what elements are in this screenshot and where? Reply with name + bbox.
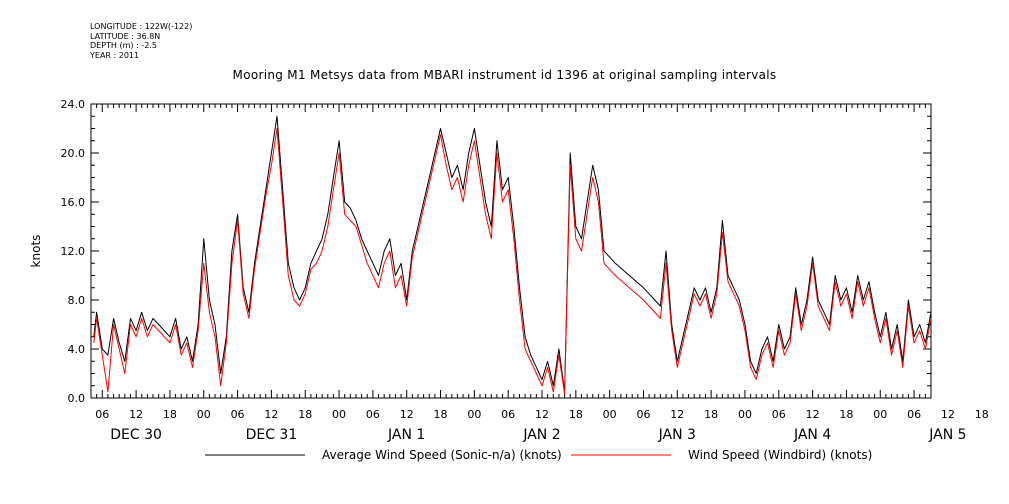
x-hour-label: 12 — [129, 408, 143, 421]
x-hour-label: 18 — [298, 408, 312, 421]
y-tick-label: 20.0 — [61, 147, 86, 160]
y-tick-label: 4.0 — [68, 343, 86, 356]
x-day-label: DEC 30 — [110, 427, 162, 443]
longitude-label: LONGITUDE : 122W(-122) — [90, 22, 193, 31]
series-windbird-line — [93, 128, 932, 395]
x-hour-label: 12 — [264, 408, 278, 421]
x-axis: 06 12 18 00 06 12 18 00 06 12 18 00 06 12 18 00 06 12 18 00… — [90, 104, 1009, 443]
x-hour-label: 06 — [907, 408, 921, 421]
x-hour-label: 18 — [975, 408, 989, 421]
x-hour-label: 00 — [197, 408, 211, 421]
x-hour-label: 00 — [332, 408, 346, 421]
x-hour-label: 12 — [400, 408, 414, 421]
x-hour-label: 12 — [806, 408, 820, 421]
x-hour-label: 12 — [535, 408, 549, 421]
x-hour-label: 06 — [366, 408, 380, 421]
legend-label-sonic: Average Wind Speed (Sonic-n/a) (knots) — [322, 448, 562, 462]
x-day-label: DEC 31 — [246, 427, 298, 443]
x-hour-label: 18 — [569, 408, 583, 421]
y-axis: 0.0 4.0 8.0 12.0 16.0 20.0 24.0 — [61, 98, 931, 405]
x-hour-label: 18 — [163, 408, 177, 421]
x-hour-label: 18 — [704, 408, 718, 421]
x-hour-label: 18 — [839, 408, 853, 421]
chart-title: Mooring M1 Metsys data from MBARI instru… — [232, 68, 777, 82]
x-hour-label: 18 — [434, 408, 448, 421]
legend: Average Wind Speed (Sonic-n/a) (knots) W… — [205, 448, 872, 462]
x-hour-label: 06 — [95, 408, 109, 421]
y-tick-label: 12.0 — [61, 245, 86, 258]
x-hour-label: 12 — [670, 408, 684, 421]
y-tick-label: 16.0 — [61, 196, 86, 209]
x-day-label: JAN 2 — [522, 427, 560, 443]
y-tick-label: 24.0 — [61, 98, 86, 111]
x-hour-label: 00 — [738, 408, 752, 421]
x-day-label: JAN 4 — [793, 427, 831, 443]
x-day-label: JAN 3 — [658, 427, 696, 443]
depth-label: DEPTH (m) : -2.5 — [90, 41, 157, 50]
x-hour-label: 12 — [941, 408, 955, 421]
x-hour-label: 06 — [501, 408, 515, 421]
y-tick-label: 8.0 — [68, 294, 86, 307]
series-sonic-line — [93, 115, 932, 393]
x-day-label: JAN 1 — [387, 427, 425, 443]
x-hour-label: 00 — [873, 408, 887, 421]
metadata-block: LONGITUDE : 122W(-122) LATITUDE : 36.8N … — [90, 22, 192, 60]
y-axis-label: knots — [29, 235, 43, 268]
x-hour-label: 06 — [636, 408, 650, 421]
y-tick-label: 0.0 — [68, 392, 86, 405]
x-hour-label: 06 — [231, 408, 245, 421]
x-day-label: JAN 5 — [928, 427, 966, 443]
year-label: YEAR : 2011 — [90, 50, 140, 60]
series-lines — [93, 115, 932, 395]
x-hour-label: 00 — [603, 408, 617, 421]
x-hour-label: 00 — [467, 408, 481, 421]
latitude-label: LATITUDE : 36.8N — [90, 31, 161, 41]
x-hour-label: 06 — [772, 408, 786, 421]
legend-label-windbird: Wind Speed (Windbird) (knots) — [688, 448, 872, 462]
